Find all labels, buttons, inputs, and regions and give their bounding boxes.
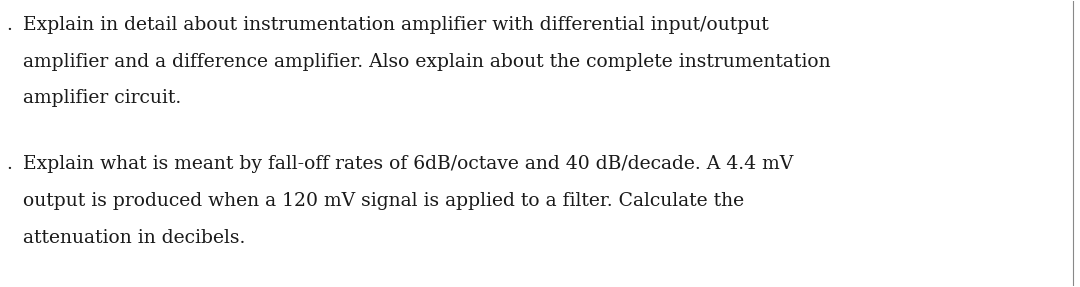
Text: .: .: [6, 155, 18, 173]
Text: Explain what is meant by fall-off rates of 6dB/octave and 40 dB/decade. A 4.4 mV: Explain what is meant by fall-off rates …: [23, 155, 793, 173]
Text: attenuation in decibels.: attenuation in decibels.: [23, 229, 245, 247]
Text: Explain in detail about instrumentation amplifier with differential input/output: Explain in detail about instrumentation …: [23, 15, 769, 34]
Text: .: .: [6, 15, 18, 34]
Text: output is produced when a 120 mV signal is applied to a filter. Calculate the: output is produced when a 120 mV signal …: [23, 192, 744, 210]
Text: amplifier circuit.: amplifier circuit.: [23, 90, 181, 108]
Text: amplifier and a difference amplifier. Also explain about the complete instrument: amplifier and a difference amplifier. Al…: [23, 53, 831, 71]
